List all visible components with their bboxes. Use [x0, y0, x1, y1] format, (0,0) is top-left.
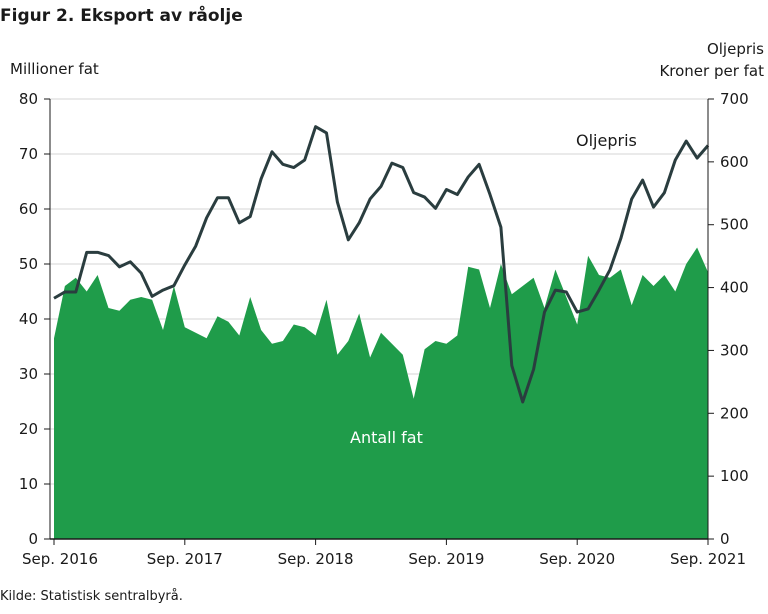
y-right-tick-label: 0 [720, 530, 730, 548]
y-left-tick-label: 80 [19, 90, 38, 108]
annotation-oljepris: Oljepris [576, 131, 637, 150]
x-tick-label: Sep. 2020 [539, 550, 615, 568]
y-left-tick-label: 10 [19, 475, 38, 493]
y-right-tick-label: 300 [720, 341, 749, 359]
right-axis-label: Oljepris Kroner per fat [659, 38, 764, 82]
y-left-tick-label: 50 [19, 255, 38, 273]
chart-title: Figur 2. Eksport av råolje [0, 6, 243, 26]
y-right-tick-label: 400 [720, 279, 749, 297]
x-tick-label: Sep. 2016 [22, 550, 98, 568]
x-tick-label: Sep. 2017 [147, 550, 223, 568]
y-right-tick-label: 600 [720, 153, 749, 171]
line-series-oljepris [53, 125, 710, 404]
source-note: Kilde: Statistisk sentralbyrå. [0, 589, 183, 604]
y-left-tick-label: 40 [19, 310, 38, 328]
left-axis-label: Millioner fat [10, 60, 99, 78]
y-left-tick-label: 20 [19, 420, 38, 438]
y-right-tick-label: 700 [720, 90, 749, 108]
x-tick-label: Sep. 2021 [670, 550, 746, 568]
y-right-tick-label: 200 [720, 404, 749, 422]
y-left-tick-label: 30 [19, 365, 38, 383]
right-axis-label-line1: Oljepris [706, 40, 764, 58]
right-axis-label-line2: Kroner per fat [659, 62, 764, 80]
x-tick-label: Sep. 2019 [408, 550, 484, 568]
annotation-antall-fat: Antall fat [350, 428, 423, 447]
y-left-tick-label: 70 [19, 145, 38, 163]
y-left-tick-label: 0 [28, 530, 38, 548]
y-right-tick-label: 100 [720, 467, 749, 485]
x-tick-label: Sep. 2018 [278, 550, 354, 568]
area-series-antall-fat [54, 247, 708, 539]
y-left-tick-label: 60 [19, 200, 38, 218]
y-right-tick-label: 500 [720, 216, 749, 234]
